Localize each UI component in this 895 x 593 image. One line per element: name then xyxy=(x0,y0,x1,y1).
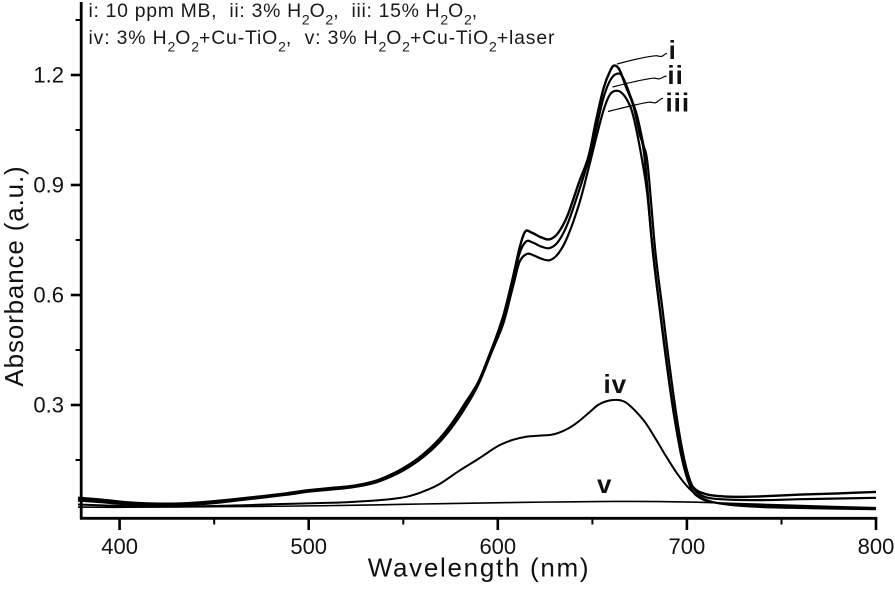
svg-text:400: 400 xyxy=(101,534,138,559)
svg-text:0.3: 0.3 xyxy=(33,393,64,418)
svg-text:i: i xyxy=(669,35,677,65)
svg-text:800: 800 xyxy=(858,534,895,559)
svg-text:700: 700 xyxy=(669,534,706,559)
svg-text:Wavelength (nm): Wavelength (nm) xyxy=(368,553,591,583)
svg-text:600: 600 xyxy=(479,534,516,559)
svg-text:iv: iv xyxy=(603,369,627,399)
svg-text:iii: iii xyxy=(665,88,690,118)
svg-text:1.2: 1.2 xyxy=(33,63,64,88)
svg-text:v: v xyxy=(597,469,612,499)
svg-text:0.6: 0.6 xyxy=(33,283,64,308)
svg-text:0.9: 0.9 xyxy=(33,173,64,198)
svg-text:500: 500 xyxy=(290,534,327,559)
svg-text:Absorbance (a.u.): Absorbance (a.u.) xyxy=(0,165,29,386)
svg-text:ii: ii xyxy=(667,60,683,90)
